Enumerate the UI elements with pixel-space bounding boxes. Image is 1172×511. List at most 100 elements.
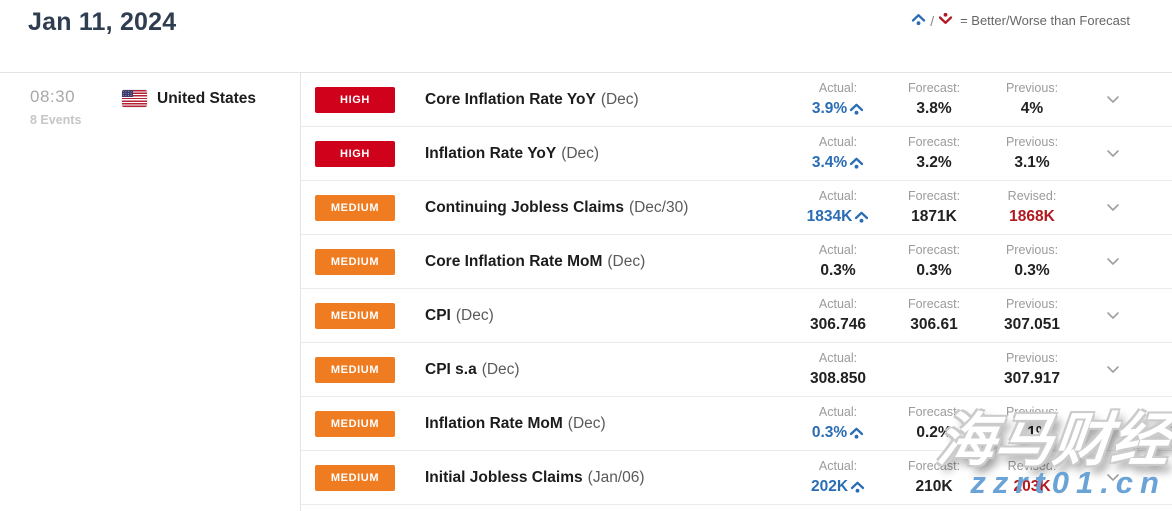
event-row[interactable]: MEDIUM Core Inflation Rate MoM (Dec) Actual… (301, 235, 1172, 289)
value-text: 0.3% (916, 261, 952, 279)
value-label: Forecast: (907, 243, 961, 257)
value-label: Previous: (1005, 135, 1059, 149)
value-text: 1834K (790, 207, 886, 226)
value-label: Actual: (818, 135, 858, 149)
value-label: Actual: (818, 351, 858, 365)
value-forecast: Forecast: 0.3% (886, 243, 982, 280)
event-period: (Dec) (561, 144, 600, 162)
event-name[interactable]: Inflation Rate YoY (425, 144, 557, 162)
expand-chevron-icon[interactable] (1082, 257, 1144, 266)
value-text: 3.1% (1014, 153, 1050, 171)
value-actual: Actual: 308.850 (790, 351, 886, 388)
value-label: Actual: (818, 243, 858, 257)
event-name[interactable]: Continuing Jobless Claims (425, 198, 624, 216)
country-block[interactable]: United States (122, 89, 256, 511)
value-text: 306.61 (910, 315, 958, 333)
importance-badge: MEDIUM (315, 464, 395, 491)
importance-badge: HIGH (315, 140, 395, 167)
event-period: (Dec/30) (628, 198, 689, 216)
value-forecast: Forecast: 306.61 (886, 297, 982, 334)
value-actual: Actual: 1834K (790, 189, 886, 226)
event-name[interactable]: CPI s.a (425, 360, 477, 378)
value-text: 3.8% (916, 99, 952, 117)
country-name[interactable]: United States (157, 90, 257, 107)
importance-badge: MEDIUM (315, 302, 395, 329)
value-text: 202K (790, 477, 886, 496)
value-previous: Previous: 307.051 (982, 297, 1082, 334)
better-icon (854, 210, 869, 223)
value-text: 203K (1013, 477, 1051, 495)
value-text: 210K (915, 477, 953, 495)
value-text: 0.3% (790, 423, 886, 442)
event-row[interactable]: MEDIUM Initial Jobless Claims (Jan/06) Actu… (301, 451, 1172, 505)
event-title[interactable]: Continuing Jobless Claims (Dec/30) (425, 199, 688, 217)
events-list: HIGH Core Inflation Rate YoY (Dec) Actual: 3… (301, 73, 1172, 511)
event-title[interactable]: Inflation Rate YoY (Dec) (425, 145, 599, 163)
event-title[interactable]: CPI (Dec) (425, 307, 494, 325)
event-row[interactable]: MEDIUM Inflation Rate MoM (Dec) Actual: 0.3%… (301, 397, 1172, 451)
event-name[interactable]: Core Inflation Rate MoM (425, 252, 603, 270)
value-actual: Actual: 3.4% (790, 135, 886, 172)
value-text: 3.2% (916, 153, 952, 171)
value-label: Revised: (1007, 459, 1057, 473)
value-text: 1871K (911, 207, 957, 225)
event-period: (Dec) (481, 360, 520, 378)
better-icon (849, 426, 864, 439)
value-previous: Previous: 0.1% (982, 405, 1082, 442)
expand-chevron-icon[interactable] (1082, 149, 1144, 158)
importance-badge: MEDIUM (315, 248, 395, 275)
event-title[interactable]: Core Inflation Rate MoM (Dec) (425, 253, 645, 271)
value-forecast: Forecast: 210K (886, 459, 982, 496)
expand-chevron-icon[interactable] (1082, 365, 1144, 374)
value-forecast: Forecast: 3.2% (886, 135, 982, 172)
expand-chevron-icon[interactable] (1082, 311, 1144, 320)
value-previous: Previous: 4% (982, 81, 1082, 118)
events-table: 08:30 8 Events United States HIGH Core In… (0, 72, 1172, 511)
event-name[interactable]: Inflation Rate MoM (425, 414, 563, 432)
event-title[interactable]: Core Inflation Rate YoY (Dec) (425, 91, 639, 109)
expand-chevron-icon[interactable] (1082, 473, 1144, 482)
value-label: Forecast: (907, 81, 961, 95)
event-period: (Dec) (600, 90, 639, 108)
event-title[interactable]: Initial Jobless Claims (Jan/06) (425, 469, 645, 487)
value-actual: Actual: 0.3% (790, 243, 886, 280)
value-label: Forecast: (907, 135, 961, 149)
importance-badge: HIGH (315, 86, 395, 113)
forecast-legend: / = Better/Worse than Forecast (911, 12, 1130, 29)
time-block: 08:30 8 Events (30, 87, 122, 511)
value-previous: Previous: 0.3% (982, 243, 1082, 280)
event-row[interactable]: HIGH Core Inflation Rate YoY (Dec) Actual: 3… (301, 73, 1172, 127)
event-title[interactable]: CPI s.a (Dec) (425, 361, 520, 379)
expand-chevron-icon[interactable] (1082, 203, 1144, 212)
event-row[interactable]: HIGH Inflation Rate YoY (Dec) Actual: 3.4% Fo… (301, 127, 1172, 181)
value-previous: Previous: 3.1% (982, 135, 1082, 172)
value-label: Forecast: (907, 459, 961, 473)
value-forecast: Forecast: 1871K (886, 189, 982, 226)
value-actual: Actual: 306.746 (790, 297, 886, 334)
value-label: Previous: (1005, 297, 1059, 311)
value-actual: Actual: 202K (790, 459, 886, 496)
expand-chevron-icon[interactable] (1082, 95, 1144, 104)
value-text: 0.3% (1014, 261, 1050, 279)
event-row[interactable]: MEDIUM CPI (Dec) Actual: 306.746 Forecast: 306… (301, 289, 1172, 343)
value-text: 0.1% (1014, 423, 1050, 441)
importance-badge: MEDIUM (315, 194, 395, 221)
value-text: 3.4% (790, 153, 886, 172)
event-period: (Dec) (607, 252, 646, 270)
importance-badge: MEDIUM (315, 410, 395, 437)
value-forecast: Forecast: 0.2% (886, 405, 982, 442)
value-text: 4% (1020, 99, 1044, 117)
value-text: 0.2% (916, 423, 952, 441)
expand-chevron-icon[interactable] (1082, 419, 1144, 428)
event-row[interactable]: MEDIUM CPI s.a (Dec) Actual: 308.850 Previous… (301, 343, 1172, 397)
us-flag-icon (122, 90, 147, 107)
event-name[interactable]: Core Inflation Rate YoY (425, 90, 596, 108)
event-title[interactable]: Inflation Rate MoM (Dec) (425, 415, 606, 433)
value-label: Previous: (1005, 351, 1059, 365)
value-label: Previous: (1005, 243, 1059, 257)
event-row[interactable]: MEDIUM Continuing Jobless Claims (Dec/30) A… (301, 181, 1172, 235)
event-name[interactable]: CPI (425, 306, 451, 324)
event-name[interactable]: Initial Jobless Claims (425, 468, 583, 486)
value-text: 308.850 (809, 369, 867, 387)
